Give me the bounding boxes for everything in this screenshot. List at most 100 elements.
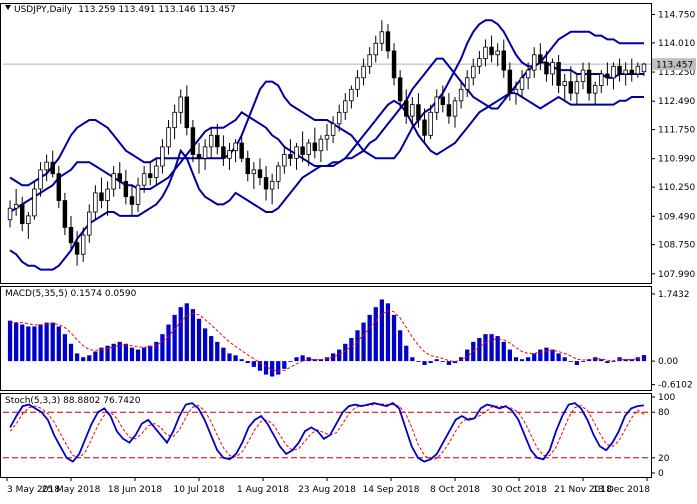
price-tick-label: 112.490 — [658, 97, 695, 107]
macd-title: MACD(5,35,5) 0.1574 0.0590 — [5, 289, 137, 299]
macd-bar — [544, 347, 549, 362]
macd-bar — [580, 361, 586, 362]
price-tick-label: 113.250 — [658, 68, 695, 78]
candle-body — [440, 96, 446, 106]
candle-body — [373, 42, 378, 56]
candle-body — [312, 142, 318, 152]
macd-bar — [117, 341, 122, 362]
candle-body — [355, 77, 360, 90]
candle-body — [385, 31, 391, 52]
macd-bar — [495, 336, 500, 362]
price-panel — [0, 3, 652, 284]
macd-bar — [507, 349, 512, 362]
symbol-label: USDJPY,Daily — [14, 5, 73, 15]
candle-body — [129, 196, 135, 205]
candle-body — [215, 134, 220, 148]
macd-bar — [343, 343, 348, 362]
macd-bar — [129, 347, 135, 362]
candle-body — [160, 146, 165, 167]
candle-body — [477, 58, 482, 67]
candle-body — [318, 138, 324, 152]
macd-bar — [270, 361, 275, 377]
candle-body — [269, 180, 275, 190]
macd-bar — [257, 361, 263, 371]
candle-body — [184, 96, 190, 129]
macd-bar — [416, 361, 421, 362]
macd-bar — [123, 343, 128, 362]
candle-body — [562, 81, 567, 86]
macd-bar — [227, 353, 232, 362]
macd-bar — [367, 314, 372, 362]
candle-body — [62, 200, 68, 228]
stoch-tick-label: 80 — [658, 408, 670, 418]
candle-body — [343, 100, 348, 113]
x-tick-label: 13 Dec 2018 — [593, 485, 651, 495]
x-tick-label: 8 Oct 2018 — [430, 485, 480, 495]
x-tick-label: 21 Nov 2018 — [554, 485, 612, 495]
candle-body — [74, 242, 80, 255]
macd-bar — [306, 357, 311, 362]
macd-bar — [251, 361, 256, 367]
macd-bar — [148, 345, 153, 362]
candle-body — [282, 154, 287, 167]
macd-bar — [465, 349, 470, 362]
price-tick-label: 107.990 — [658, 270, 695, 280]
macd-bar — [263, 361, 269, 375]
candle-body — [306, 142, 311, 155]
macd-bar — [562, 357, 567, 362]
candle-body — [227, 150, 232, 159]
candle-body — [404, 100, 409, 117]
macd-bar — [391, 314, 397, 362]
candle-body — [379, 31, 385, 44]
macd-bar — [574, 361, 580, 365]
macd-bar — [379, 299, 384, 362]
candle-body — [257, 169, 263, 178]
candle-body — [361, 65, 366, 79]
macd-bar — [87, 355, 92, 362]
candle-body — [93, 192, 98, 213]
macd-panel — [0, 286, 652, 391]
macd-bar — [135, 349, 141, 362]
candle-body — [208, 134, 214, 148]
bollinger-lower-line — [9, 92, 644, 271]
stoch-k-line — [9, 402, 644, 463]
candle-body — [324, 134, 330, 140]
chevron-down-icon — [5, 5, 11, 10]
candle-body — [507, 69, 513, 94]
candle-body — [99, 192, 104, 201]
candle-body — [538, 54, 543, 63]
macd-bar — [556, 353, 561, 362]
candle-body — [623, 69, 628, 75]
candle-body — [458, 88, 464, 102]
macd-bar — [355, 330, 360, 362]
macd-bar — [20, 324, 25, 362]
macd-bar — [446, 361, 452, 365]
candle-body — [233, 142, 238, 152]
candle-body — [20, 203, 25, 224]
macd-bar — [452, 361, 458, 364]
macd-bar — [611, 361, 616, 362]
candle-body — [592, 85, 598, 94]
candle-body — [434, 96, 439, 113]
macd-bar — [202, 328, 208, 362]
candle-body — [117, 173, 122, 182]
candle-body — [568, 81, 574, 94]
macd-bar — [489, 334, 494, 362]
macd-bar — [56, 326, 61, 362]
candle-body — [221, 146, 226, 159]
candle-body — [330, 123, 336, 136]
price-tick-label: 110.250 — [658, 183, 695, 193]
candle-body — [172, 111, 177, 129]
macd-bar — [361, 322, 366, 362]
macd-bar — [276, 361, 281, 375]
macd-bar — [312, 359, 317, 362]
candle-body — [68, 226, 74, 244]
macd-bar — [190, 309, 196, 362]
price-title: USDJPY,Daily 113.259 113.491 113.146 113.… — [14, 5, 236, 15]
candle-body — [245, 157, 250, 175]
candle-body — [178, 96, 183, 113]
candle-body — [574, 81, 580, 94]
x-tick-label: 30 Oct 2018 — [491, 485, 547, 495]
macd-bar — [550, 349, 555, 362]
macd-bar — [410, 357, 415, 362]
